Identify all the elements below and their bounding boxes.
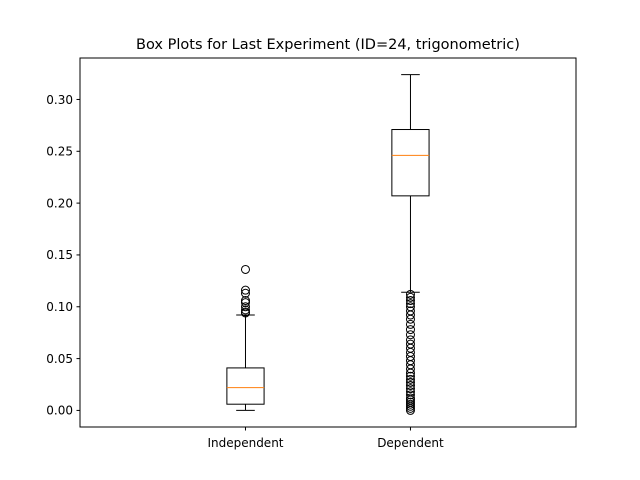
outlier-point (405, 377, 415, 387)
outlier-point (240, 305, 250, 315)
y-tick-label: 0.15 (46, 248, 73, 262)
outlier-point (240, 285, 250, 295)
x-tick-label: Independent (207, 436, 283, 450)
outlier-point (405, 335, 415, 345)
outlier-point (405, 397, 415, 407)
iqr-box (226, 367, 265, 405)
outlier-point (405, 387, 415, 397)
outlier-point (405, 330, 415, 340)
outlier-point (240, 288, 250, 298)
y-tick-label: 0.05 (46, 352, 73, 366)
outlier-point (405, 374, 415, 384)
box-plots (226, 74, 430, 415)
chart-title: Box Plots for Last Experiment (ID=24, tr… (136, 37, 520, 53)
outlier-point (405, 371, 415, 381)
outlier-point (405, 289, 415, 299)
y-tick-label: 0.10 (46, 300, 73, 314)
x-tick-label: Dependent (377, 436, 444, 450)
outlier-point (240, 307, 250, 317)
outlier-point (405, 339, 415, 349)
box-independent (226, 264, 265, 411)
x-axis: Independent Dependent (207, 427, 444, 450)
outlier-point (405, 384, 415, 394)
y-tick-label: 0.00 (46, 404, 73, 418)
outlier-point (405, 390, 415, 400)
y-axis: 0.00 0.05 0.10 0.15 0.20 0.25 0.30 (46, 93, 80, 418)
outlier-point (405, 393, 415, 403)
outlier-point (405, 325, 415, 335)
y-tick-label: 0.25 (46, 145, 73, 159)
outlier-point (405, 306, 415, 316)
outlier-point (240, 302, 250, 312)
outlier-point (405, 381, 415, 391)
outlier-point (240, 298, 250, 308)
box-dependent (391, 74, 430, 415)
plot-area-frame (79, 57, 577, 428)
outlier-point (405, 319, 415, 329)
iqr-box (391, 129, 430, 197)
outlier-point (405, 302, 415, 312)
outlier-point (405, 292, 415, 302)
y-tick-label: 0.30 (46, 93, 73, 107)
y-tick-label: 0.20 (46, 196, 73, 210)
outlier-point (405, 296, 415, 306)
outlier-point (240, 296, 250, 306)
outlier-point (405, 399, 415, 409)
outlier-point (405, 299, 415, 309)
outlier-point (240, 264, 250, 274)
